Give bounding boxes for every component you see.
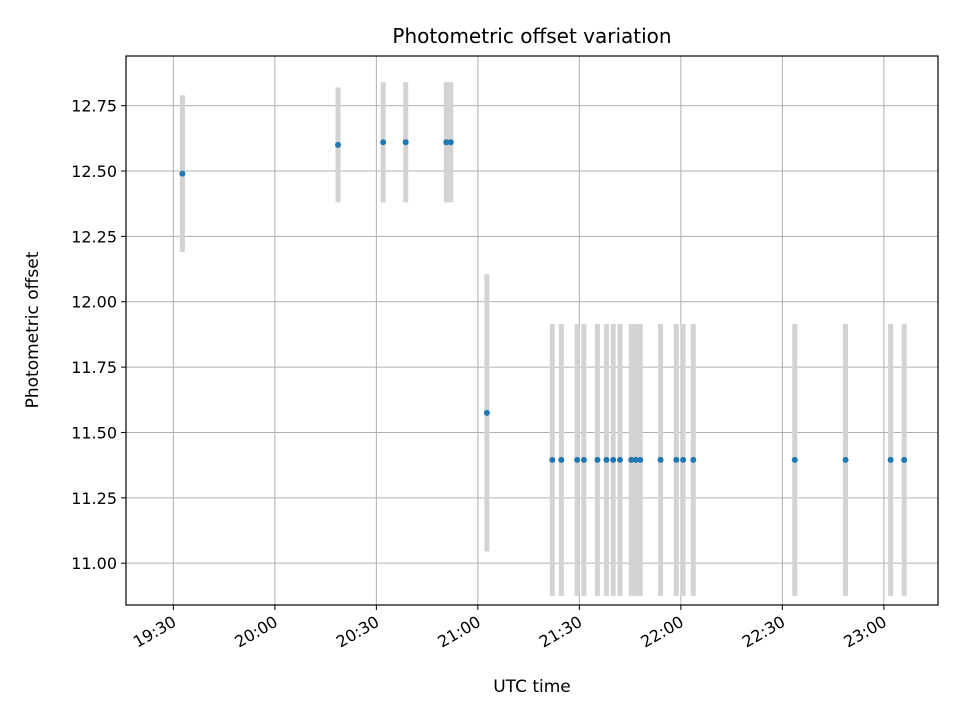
grid-lines (126, 56, 938, 605)
data-point (335, 141, 342, 148)
data-point (628, 456, 635, 463)
y-tick-label: 12.50 (71, 162, 117, 181)
data-point (637, 456, 644, 463)
data-point (632, 456, 639, 463)
y-tick-label: 11.00 (71, 554, 117, 573)
x-axis-label: UTC time (493, 677, 571, 697)
y-axis-label: Photometric offset (23, 251, 43, 408)
plot-area (126, 56, 938, 605)
data-point (791, 456, 798, 463)
data-point (690, 456, 697, 463)
data-point (179, 170, 186, 177)
y-tick-label: 11.25 (71, 489, 117, 508)
data-point (680, 456, 687, 463)
data-point (574, 456, 581, 463)
data-point (443, 139, 450, 146)
data-point (603, 456, 610, 463)
data-point (616, 456, 623, 463)
data-point (402, 139, 409, 146)
data-point (657, 456, 664, 463)
y-tick-label: 12.75 (71, 97, 117, 116)
data-point (558, 456, 565, 463)
data-point (380, 139, 387, 146)
data-point (580, 456, 587, 463)
axes-frame (125, 55, 939, 606)
data-point (610, 456, 617, 463)
data-point (887, 456, 894, 463)
y-tick-label: 12.25 (71, 227, 117, 246)
data-point (549, 456, 556, 463)
y-tick-label: 11.75 (71, 358, 117, 377)
data-point (842, 456, 849, 463)
data-point (594, 456, 601, 463)
data-point (673, 456, 680, 463)
y-axis-ticks: 11.00 11.25 11.50 11.75 12.00 12.25 12.50 12.75 (71, 97, 126, 573)
data-point (901, 456, 908, 463)
data-point (483, 409, 490, 416)
y-tick-label: 11.50 (71, 423, 117, 442)
data-point (447, 139, 454, 146)
chart-title: Photometric offset variation (392, 24, 671, 48)
data-points (179, 139, 908, 463)
y-tick-label: 12.00 (71, 293, 117, 312)
